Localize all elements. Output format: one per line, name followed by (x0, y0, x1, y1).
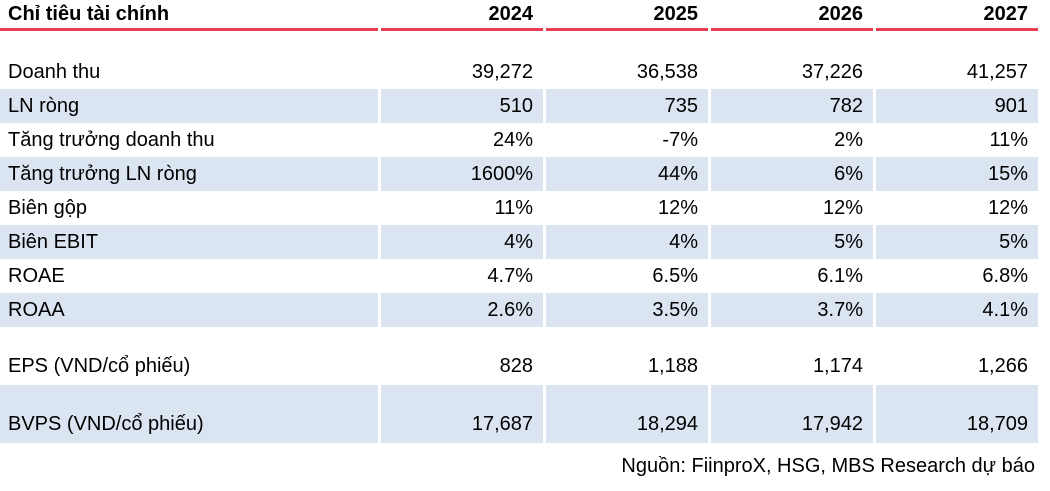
table-row-ln-rong: LN ròng 510 735 782 901 (0, 89, 1041, 123)
cell-value: 6% (711, 157, 873, 191)
financial-metrics-table: Chỉ tiêu tài chính 2024 2025 2026 2027 D… (0, 0, 1041, 477)
table-row-bien-gop: Biên gộp 11% 12% 12% 12% (0, 191, 1041, 225)
row-label: Tăng trưởng doanh thu (8, 128, 215, 151)
cell-value: 11% (989, 128, 1028, 151)
table-row-eps: EPS (VND/cổ phiếu) 828 1,188 1,174 1,266 (0, 347, 1041, 385)
cell-value: 1,188 (647, 354, 698, 377)
cell-value: 4% (381, 225, 543, 259)
section-gap (0, 327, 1041, 347)
cell-value: 24% (492, 128, 533, 151)
cell-value: 828 (499, 354, 533, 377)
cell-value: 4.1% (876, 293, 1038, 327)
cell-value: 901 (876, 89, 1038, 123)
cell-value: 6.5% (652, 264, 698, 287)
cell-value: 782 (711, 89, 873, 123)
table-row-tang-truong-ln-rong: Tăng trưởng LN ròng 1600% 44% 6% 15% (0, 157, 1041, 191)
cell-value: 12% (657, 196, 698, 219)
cell-value: 5% (876, 225, 1038, 259)
source-note: Nguồn: FiinproX, HSG, MBS Research dự bá… (621, 455, 1035, 477)
table-row-roaa: ROAA 2.6% 3.5% 3.7% 4.1% (0, 293, 1041, 327)
cell-value: 1,174 (812, 354, 863, 377)
cell-value: 12% (822, 196, 863, 219)
cell-value: 39,272 (471, 60, 533, 83)
table-row-doanh-thu: Doanh thu 39,272 36,538 37,226 41,257 (0, 55, 1041, 89)
row-label: Doanh thu (8, 60, 101, 83)
cell-value: 2.6% (381, 293, 543, 327)
row-label: BVPS (VND/cổ phiếu) (0, 385, 378, 443)
row-label: Biên EBIT (0, 225, 378, 259)
header-metric-label: Chỉ tiêu tài chính (0, 0, 378, 31)
table-row-roae: ROAE 4.7% 6.5% 6.1% 6.8% (0, 259, 1041, 293)
table-row-tang-truong-doanh-thu: Tăng trưởng doanh thu 24% -7% 2% 11% (0, 123, 1041, 157)
row-label: Tăng trưởng LN ròng (0, 157, 378, 191)
cell-value: -7% (662, 128, 698, 151)
cell-value: 37,226 (801, 60, 863, 83)
cell-value: 11% (494, 196, 533, 219)
row-label: Biên gộp (8, 196, 87, 219)
cell-value: 4% (546, 225, 708, 259)
cell-value: 4.7% (487, 264, 533, 287)
header-year-2024: 2024 (381, 0, 543, 31)
cell-value: 6.1% (817, 264, 863, 287)
row-label: ROAE (8, 264, 65, 287)
cell-value: 15% (876, 157, 1038, 191)
cell-value: 3.7% (711, 293, 873, 327)
cell-value: 1600% (381, 157, 543, 191)
cell-value: 1,266 (977, 354, 1028, 377)
row-label: ROAA (0, 293, 378, 327)
cell-value: 5% (711, 225, 873, 259)
cell-value: 6.8% (982, 264, 1028, 287)
cell-value: 17,942 (711, 385, 873, 443)
table-row-bvps: BVPS (VND/cổ phiếu) 17,687 18,294 17,942… (0, 385, 1041, 443)
cell-value: 17,687 (381, 385, 543, 443)
header-year-2027: 2027 (876, 0, 1038, 31)
cell-value: 41,257 (966, 60, 1028, 83)
cell-value: 18,294 (546, 385, 708, 443)
header-year-2026: 2026 (711, 0, 873, 31)
row-label: EPS (VND/cổ phiếu) (8, 354, 191, 377)
cell-value: 735 (546, 89, 708, 123)
cell-value: 3.5% (546, 293, 708, 327)
table-row-bien-ebit: Biên EBIT 4% 4% 5% 5% (0, 225, 1041, 259)
header-year-2025: 2025 (546, 0, 708, 31)
header-gap (0, 31, 1041, 55)
cell-value: 36,538 (636, 60, 698, 83)
table-header-row: Chỉ tiêu tài chính 2024 2025 2026 2027 (0, 0, 1041, 31)
cell-value: 510 (381, 89, 543, 123)
cell-value: 2% (834, 128, 863, 151)
cell-value: 44% (546, 157, 708, 191)
cell-value: 18,709 (876, 385, 1038, 443)
cell-value: 12% (987, 196, 1028, 219)
row-label: LN ròng (0, 89, 378, 123)
